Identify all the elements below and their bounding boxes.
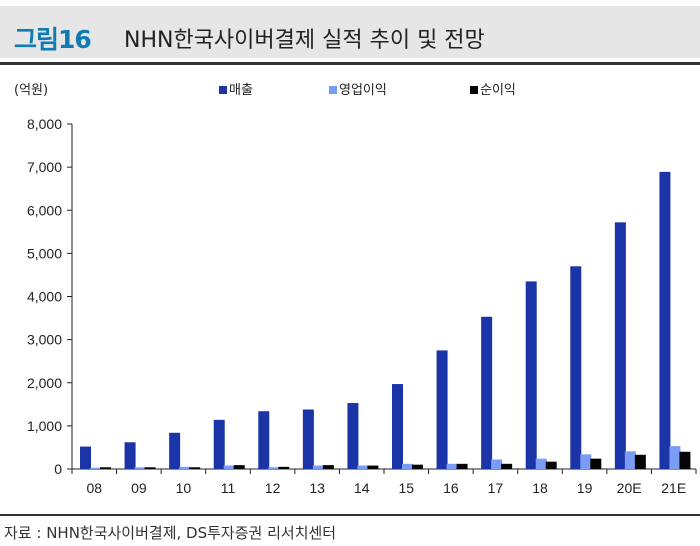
- y-tick-label: 6,000: [27, 202, 62, 218]
- y-tick-label: 8,000: [27, 116, 62, 132]
- bar-revenue: [302, 409, 314, 469]
- y-unit-label: (억원): [14, 83, 48, 98]
- bar-revenue: [659, 171, 671, 469]
- x-tick-label: 15: [398, 480, 414, 496]
- bar-net-income: [679, 451, 691, 469]
- bar-operating-profit: [402, 463, 413, 469]
- bottom-rule: [0, 514, 700, 516]
- bar-operating-profit: [669, 446, 681, 469]
- legend-revenue-swatch: [219, 86, 227, 94]
- revenue-profit-bar-chart: (억원) 매출 영업이익 순이익 0 1,000 2,000 3,000 4,000 5,00…: [14, 83, 697, 496]
- x-tick-label: 18: [532, 480, 548, 496]
- x-tick-label: 13: [309, 480, 325, 496]
- bar-net-income: [545, 461, 557, 469]
- x-tick-label: 08: [86, 480, 102, 496]
- bar-net-income: [634, 454, 646, 469]
- legend-operating-profit-label: 영업이익: [339, 83, 387, 98]
- bar-net-income: [189, 467, 201, 469]
- bar-net-income: [412, 464, 423, 469]
- x-tick-label: 12: [265, 480, 281, 496]
- bar-operating-profit: [446, 463, 458, 469]
- legend: 매출 영업이익 순이익: [219, 83, 516, 98]
- bar-operating-profit: [624, 451, 636, 469]
- figure-number: 그림16: [14, 25, 92, 54]
- x-tick-label: 20E: [617, 480, 642, 496]
- bar-operating-profit: [179, 466, 191, 469]
- bar-net-income: [278, 466, 290, 469]
- y-tick-label: 5,000: [27, 245, 62, 261]
- bar-revenue: [213, 419, 225, 469]
- bar-operating-profit: [268, 467, 280, 469]
- y-tick-label: 2,000: [27, 375, 62, 391]
- y-tick-label: 1,000: [27, 418, 62, 434]
- bar-revenue: [169, 432, 181, 469]
- bar-revenue: [124, 442, 136, 469]
- legend-net-income-label: 순이익: [480, 83, 516, 98]
- legend-net-income-swatch: [470, 86, 478, 94]
- bar-operating-profit: [312, 465, 324, 469]
- legend-revenue-label: 매출: [229, 83, 253, 98]
- x-tick-label: 09: [131, 480, 147, 496]
- bar-net-income: [144, 467, 156, 469]
- bar-net-income: [367, 465, 379, 469]
- x-tick-label: 16: [443, 480, 459, 496]
- title-bar: 그림16 NHN한국사이버결제 실적 추이 및 전망: [0, 6, 700, 58]
- bar-operating-profit: [580, 454, 592, 469]
- x-tick-label: 14: [354, 480, 370, 496]
- x-tick-label: 10: [176, 480, 192, 496]
- legend-operating-profit-swatch: [329, 86, 337, 94]
- bar-revenue: [436, 350, 448, 469]
- bar-net-income: [233, 465, 245, 469]
- bar-net-income: [322, 465, 334, 469]
- y-tick-label: 7,000: [27, 159, 62, 175]
- x-tick-label: 21E: [661, 480, 686, 496]
- bars: [80, 171, 691, 469]
- bar-revenue: [392, 384, 403, 469]
- x-axis: 08 09 10 11 12 13 14 15 16 17 18 19 20E 21E: [71, 468, 697, 496]
- bar-revenue: [481, 316, 493, 469]
- bar-revenue: [258, 411, 270, 469]
- bar-revenue: [80, 446, 91, 469]
- top-rule: [0, 62, 700, 65]
- y-tick-label: 4,000: [27, 289, 62, 305]
- bar-net-income: [501, 463, 513, 469]
- bar-revenue: [614, 222, 626, 469]
- bar-operating-profit: [535, 458, 547, 469]
- source-note: 자료 : NHN한국사이버결제, DS투자증권 리서치센터: [4, 524, 337, 542]
- bar-operating-profit: [491, 459, 503, 469]
- bar-operating-profit: [90, 467, 101, 469]
- x-tick-label: 19: [577, 480, 593, 496]
- bar-revenue: [525, 281, 537, 469]
- figure-title: NHN한국사이버결제 실적 추이 및 전망: [124, 28, 485, 53]
- bar-revenue: [570, 266, 582, 469]
- y-tick-label: 3,000: [27, 332, 62, 348]
- bar-net-income: [456, 463, 468, 469]
- bar-operating-profit: [357, 465, 369, 469]
- bar-operating-profit: [223, 465, 235, 469]
- x-tick-label: 17: [488, 480, 504, 496]
- bar-net-income: [590, 458, 602, 469]
- bar-operating-profit: [134, 467, 146, 469]
- y-tick-label: 0: [54, 461, 62, 477]
- bar-net-income: [100, 467, 111, 469]
- bar-revenue: [347, 403, 359, 469]
- y-axis: 0 1,000 2,000 3,000 4,000 5,000 6,000 7,000 8,00…: [27, 116, 73, 477]
- x-tick-label: 11: [221, 480, 236, 496]
